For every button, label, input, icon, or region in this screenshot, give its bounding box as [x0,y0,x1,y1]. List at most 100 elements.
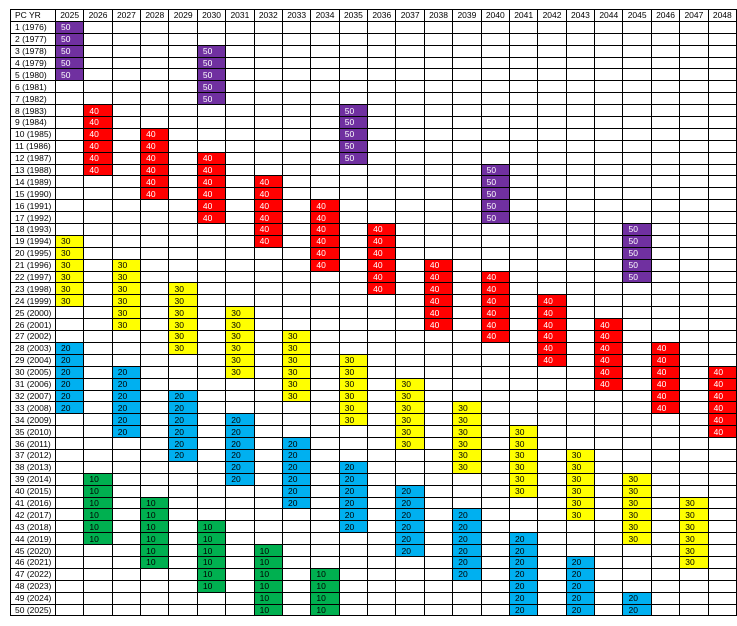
value-cell: 30 [622,520,652,534]
empty-cell [367,56,397,70]
empty-cell [168,163,198,177]
value-cell: 20 [452,544,482,557]
empty-cell [111,127,142,141]
empty-cell [83,579,113,593]
empty-cell [338,425,369,439]
value-cell: 40 [310,258,340,272]
empty-cell [565,211,596,225]
empty-cell [225,211,255,225]
value-cell: 20 [168,425,198,439]
empty-cell [140,472,170,486]
value-cell: 30 [225,365,255,379]
empty-cell [594,187,624,201]
empty-cell [111,32,142,46]
year-header: 2048 [707,9,737,22]
empty-cell [168,223,198,236]
empty-cell [537,104,567,118]
empty-cell [83,44,113,58]
empty-cell [480,258,510,272]
empty-cell [707,567,737,581]
table-row: 19 (1994) 30 40 40 40 50 [10,234,737,248]
value-cell: 40 [707,365,737,379]
value-cell: 50 [338,127,369,141]
value-cell: 40 [140,163,170,177]
empty-cell [310,80,340,94]
empty-cell [650,199,681,213]
value-cell: 50 [480,163,510,177]
empty-cell [707,579,737,593]
empty-cell [168,139,198,153]
empty-cell [140,437,170,450]
empty-cell [367,460,397,474]
empty-cell [480,520,510,534]
empty-cell [594,20,624,34]
empty-cell [281,555,312,569]
empty-cell [196,425,227,439]
empty-cell [480,413,510,427]
empty-cell [423,92,454,106]
empty-cell [140,270,170,284]
empty-cell [281,175,312,189]
table-row: 46 (2021) 10 10 10 20 20 20 30 [10,555,737,569]
value-cell: 40 [423,294,454,308]
empty-cell [281,151,312,165]
empty-cell [168,258,198,272]
empty-cell [111,246,142,260]
empty-cell [338,282,369,296]
empty-cell [253,104,283,118]
empty-cell [423,127,454,141]
empty-cell [140,341,170,355]
empty-cell [537,555,567,569]
empty-cell [650,330,681,343]
empty-cell [395,139,425,153]
empty-cell [537,270,567,284]
empty-cell [508,32,539,46]
value-cell: 40 [83,139,113,153]
value-cell: 20 [338,460,369,474]
empty-cell [622,187,652,201]
empty-cell [253,460,283,474]
empty-cell [253,246,283,260]
empty-cell [423,56,454,70]
empty-cell [452,175,482,189]
empty-cell [338,448,369,462]
empty-cell [310,330,340,343]
empty-cell [54,330,85,343]
empty-cell [537,532,567,546]
empty-cell [508,270,539,284]
empty-cell [367,520,397,534]
value-cell: 10 [253,579,283,593]
empty-cell [707,139,737,153]
empty-cell [423,139,454,153]
empty-cell [367,413,397,427]
empty-cell [338,163,369,177]
empty-cell [537,591,567,605]
empty-cell [707,234,737,248]
empty-cell [111,163,142,177]
empty-cell [508,330,539,343]
empty-cell [508,223,539,236]
empty-cell [679,282,709,296]
empty-cell [650,151,681,165]
empty-cell [452,80,482,94]
empty-cell [508,246,539,260]
empty-cell [367,306,397,320]
empty-cell [622,425,652,439]
empty-cell [54,163,85,177]
empty-cell [367,20,397,34]
table-row: 4 (1979) 50 50 [10,56,737,70]
empty-cell [54,92,85,106]
empty-cell [140,223,170,236]
empty-cell [367,496,397,510]
value-cell: 30 [281,330,312,343]
row-label: 41 (2016) [10,496,56,510]
empty-cell [480,223,510,236]
value-cell: 40 [196,163,227,177]
value-cell: 30 [281,365,312,379]
table-row: 50 (2025) 10 10 20 20 20 [10,603,737,617]
empty-cell [281,139,312,153]
empty-cell [594,223,624,236]
row-label: 32 (2007) [10,389,56,403]
table-row: 2 (1977) 50 [10,32,737,46]
empty-cell [650,603,681,617]
